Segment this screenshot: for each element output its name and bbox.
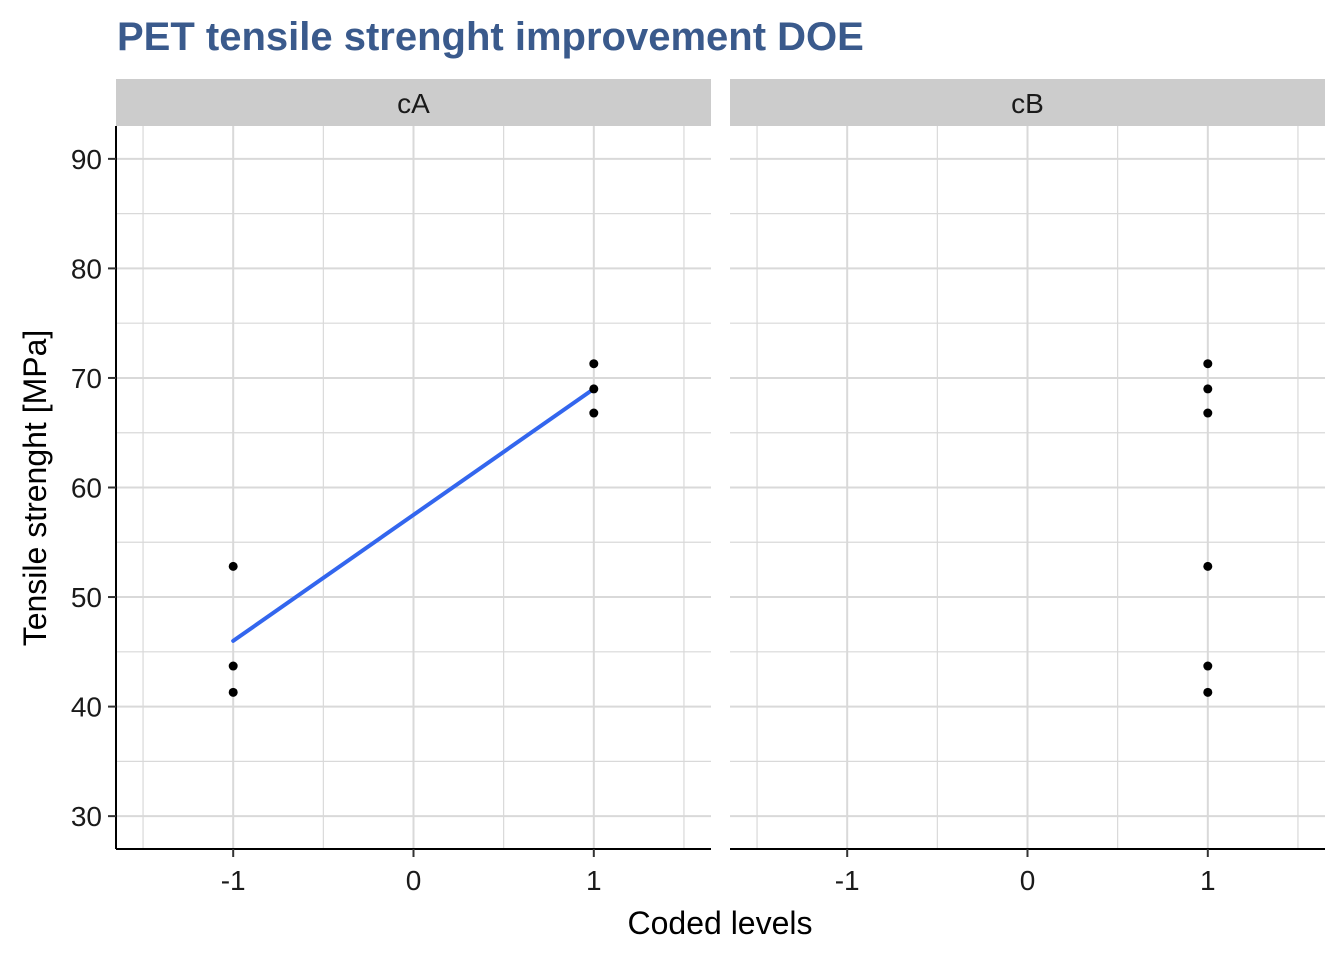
data-point (1203, 384, 1213, 394)
facet-strip-label: cA (397, 88, 430, 119)
y-tick-label: 40 (71, 692, 102, 723)
x-tick-label: 0 (1020, 865, 1036, 896)
data-point (1203, 561, 1213, 571)
data-point (589, 408, 599, 418)
facet-panels: cA -1 0 1 30 40 50 60 70 80 90 cB -1 0 1 (71, 79, 1325, 896)
x-tick-label: 0 (406, 865, 422, 896)
x-tick-label: -1 (835, 865, 860, 896)
data-point (228, 687, 238, 697)
y-tick-label: 50 (71, 582, 102, 613)
facet-strip (116, 79, 711, 126)
data-point (1203, 661, 1213, 671)
y-tick-label: 60 (71, 473, 102, 504)
y-axis-title: Tensile strenght [MPa] (17, 330, 53, 647)
facet-panel-cB: cB -1 0 1 (730, 79, 1325, 896)
facet-panel-cA: cA -1 0 1 30 40 50 60 70 80 90 (71, 79, 711, 896)
x-tick-label: 1 (1200, 865, 1216, 896)
fit-line (231, 386, 596, 643)
x-tick-label: 1 (586, 865, 602, 896)
x-tick-label: -1 (221, 865, 246, 896)
x-axis-title: Coded levels (628, 905, 813, 941)
facet-strip-label: cB (1011, 88, 1044, 119)
y-tick-label: 90 (71, 144, 102, 175)
data-point (228, 561, 238, 571)
data-point (228, 661, 238, 671)
data-point (589, 359, 599, 369)
facet-strip (730, 79, 1325, 126)
data-point (1203, 359, 1213, 369)
data-point (589, 384, 599, 394)
data-point (1203, 408, 1213, 418)
y-tick-label: 70 (71, 363, 102, 394)
y-tick-label: 30 (71, 801, 102, 832)
y-tick-label: 80 (71, 253, 102, 284)
chart-title: PET tensile strenght improvement DOE (117, 15, 864, 59)
data-point (1203, 687, 1213, 697)
